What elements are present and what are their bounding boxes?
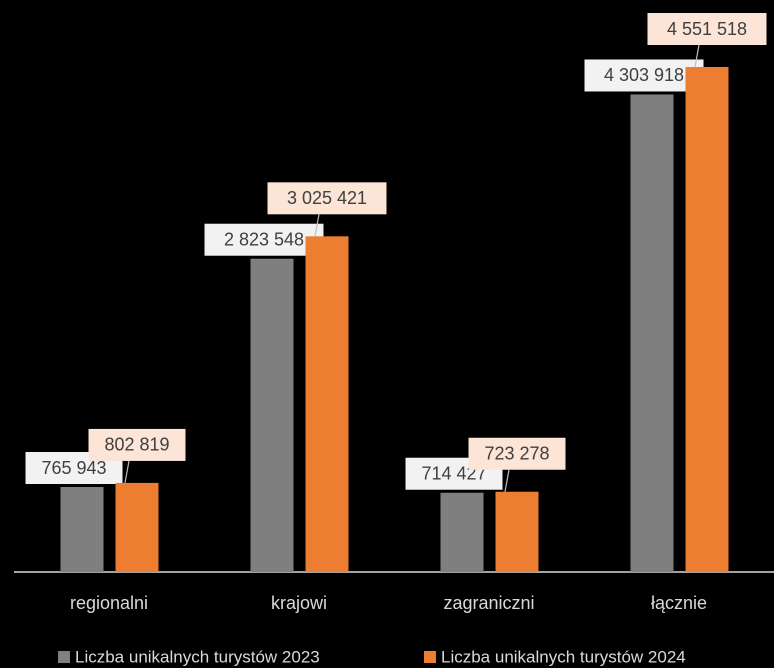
leader-line [504,469,510,492]
x-tick-label: łącznie [651,593,707,613]
label-box [647,13,767,45]
label-box [88,428,186,461]
bar [305,236,349,573]
data-label: 802 819 [104,435,169,455]
bar [630,94,674,572]
x-tick-label: regionalni [70,593,148,613]
leader-line [124,460,130,484]
legend-swatch [424,651,436,663]
legend-label: Liczba unikalnych turystów 2023 [75,647,320,666]
data-label: 4 551 518 [667,19,747,39]
x-tick-label: krajowi [271,593,327,613]
data-label: 723 278 [484,444,549,464]
bar [440,492,484,572]
legend-swatch [58,651,70,663]
bar [685,67,729,572]
legend-label: Liczba unikalnych turystów 2024 [441,647,686,666]
data-label: 2 823 548 [224,229,304,249]
data-label: 4 303 918 [604,65,684,85]
x-tick-label: zagraniczni [443,593,534,613]
label-box [267,182,387,215]
bar [250,258,294,572]
data-label: 3 025 421 [287,188,367,208]
bar [115,482,159,572]
bar [60,487,104,572]
leader-line [314,214,320,237]
leader-line [694,44,700,68]
data-label: 765 943 [41,458,106,478]
bar [495,491,539,572]
label-box [584,59,704,92]
label-box [468,437,566,470]
label-box [204,223,324,256]
